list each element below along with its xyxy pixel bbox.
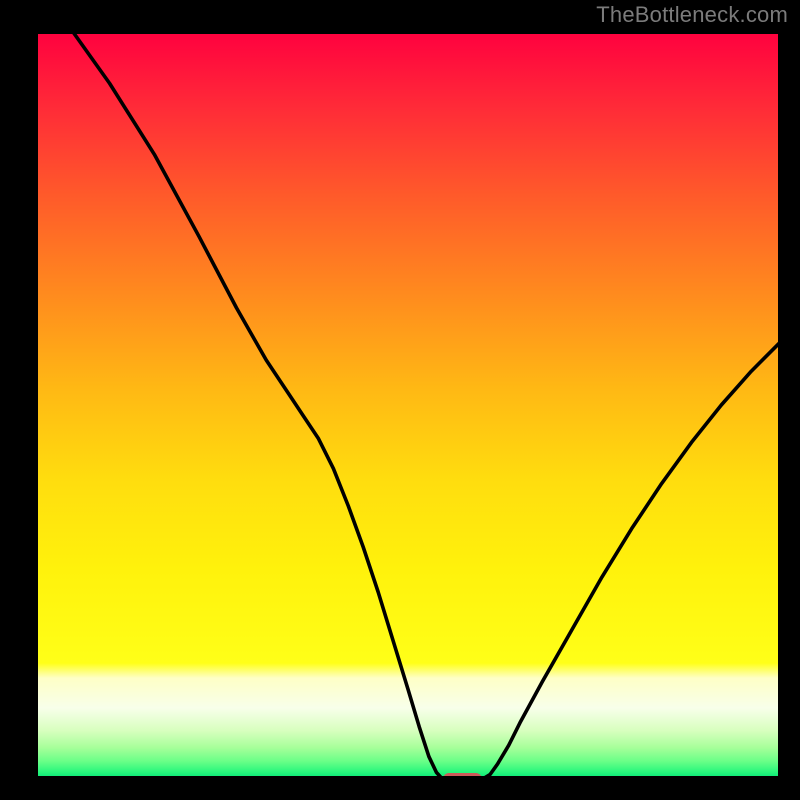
bottleneck-chart xyxy=(32,28,784,782)
watermark-text: TheBottleneck.com xyxy=(596,2,788,28)
chart-root: { "watermark": "TheBottleneck.com", "wat… xyxy=(0,0,800,800)
